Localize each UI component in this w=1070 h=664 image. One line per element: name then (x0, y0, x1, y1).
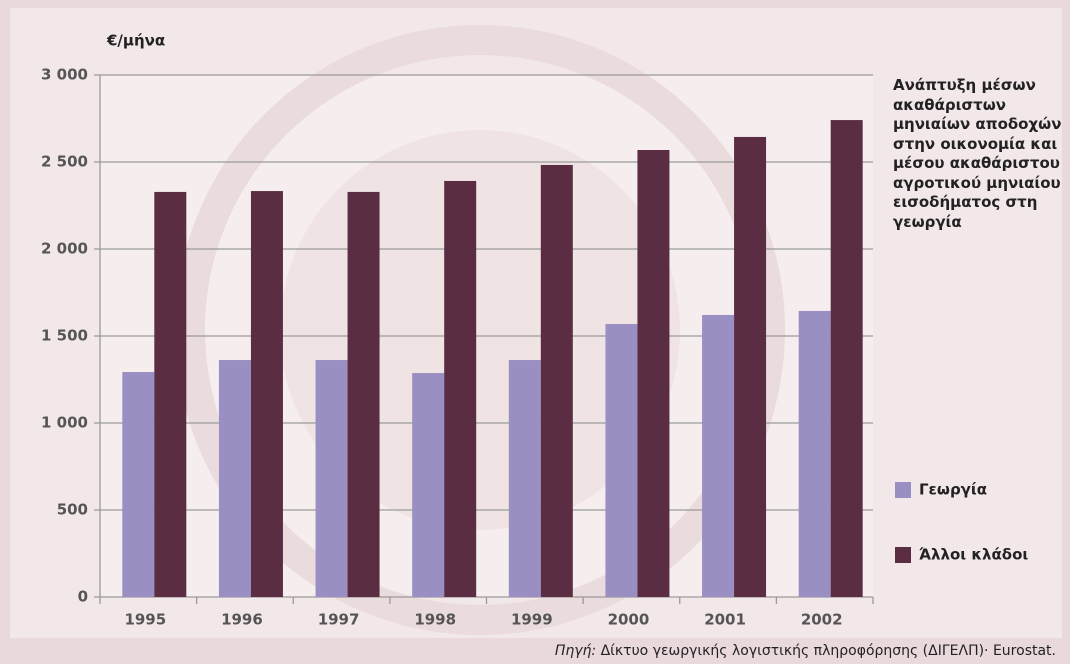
x-tick-label: 1996 (221, 611, 263, 629)
bar (798, 310, 831, 597)
bar (830, 120, 863, 597)
chart-title: Ανάπτυξη μέσων ακαθάριστων μηνιαίων αποδ… (893, 76, 1062, 231)
bar (218, 360, 251, 597)
source-text: Δίκτυο γεωργικής λογιστικής πληροφόρησης… (600, 643, 1056, 659)
watermark (175, 25, 785, 635)
legend-label: Άλλοι κλάδοι (919, 546, 1028, 564)
y-tick-label: 3 000 (41, 66, 88, 84)
watermark (280, 130, 680, 530)
y-tick-label: 500 (57, 501, 88, 519)
x-tick-label: 2001 (704, 611, 746, 629)
bar (637, 149, 670, 597)
bar (154, 191, 187, 598)
bar (702, 314, 735, 597)
bar (540, 164, 573, 597)
source-prefix: Πηγή: (554, 643, 597, 659)
bar (412, 373, 445, 597)
y-tick-label: 1 500 (41, 327, 88, 345)
legend-label: Γεωργία (919, 481, 987, 499)
bar (250, 191, 283, 598)
bar (122, 372, 155, 597)
bar (444, 180, 477, 597)
x-tick-label: 1998 (414, 611, 456, 629)
x-tick-label: 1999 (511, 611, 553, 629)
bar (347, 191, 380, 598)
y-tick-label: 2 500 (41, 153, 88, 171)
x-tick-label: 1995 (124, 611, 166, 629)
y-tick-label: 1 000 (41, 414, 88, 432)
legend-swatch (895, 482, 911, 498)
y-tick-label: 2 000 (41, 240, 88, 258)
source: Πηγή: Δίκτυο γεωργικής λογιστικής πληροφ… (555, 643, 1056, 659)
x-tick-label: 2002 (801, 611, 843, 629)
bar (605, 323, 638, 597)
y-tick-label: 0 (78, 588, 88, 606)
x-tick-label: 2000 (608, 611, 650, 629)
x-tick-label: 1997 (318, 611, 360, 629)
bar (508, 360, 541, 597)
bar (734, 136, 767, 597)
bar (315, 360, 348, 597)
legend-swatch (895, 547, 911, 563)
y-axis-label: €/μήνα (106, 32, 165, 50)
